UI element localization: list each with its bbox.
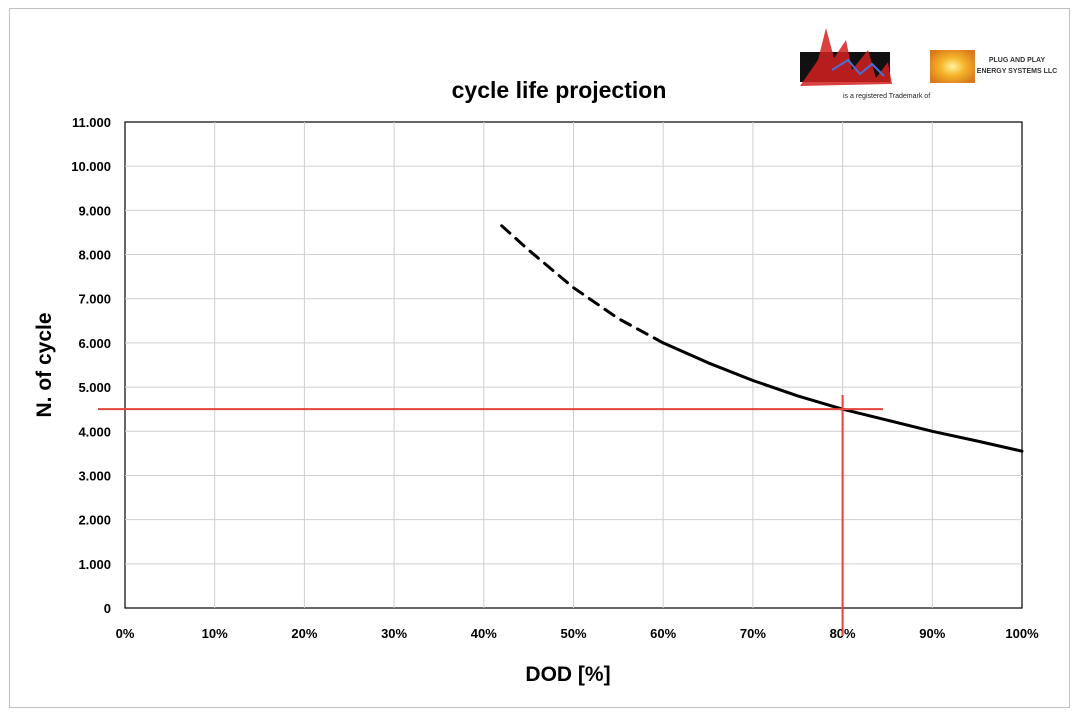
x-tick-label: 70%	[740, 626, 766, 641]
y-tick-label: 7.000	[78, 292, 111, 307]
brand-logo-right: PLUG AND PLAY ENERGY SYSTEMS LLC	[930, 50, 1057, 83]
brand-logo-left: is a registered Trademark of	[800, 28, 930, 100]
y-axis-title: N. of cycle	[33, 312, 56, 417]
y-tick-label: 3.000	[78, 468, 111, 483]
x-tick-label: 50%	[560, 626, 586, 641]
x-tick-label: 40%	[471, 626, 497, 641]
x-tick-label: 20%	[291, 626, 317, 641]
y-tick-label: 6.000	[78, 336, 111, 351]
chart-title: cycle life projection	[452, 77, 667, 103]
company-name-line2: ENERGY SYSTEMS LLC	[977, 68, 1057, 75]
x-tick-label: 30%	[381, 626, 407, 641]
x-tick-label: 10%	[202, 626, 228, 641]
reference-lines	[98, 395, 883, 636]
brand-logo-left-wave	[831, 58, 885, 77]
y-tick-label: 5.000	[78, 380, 111, 395]
x-axis-ticks: 0%10%20%30%40%50%60%70%80%90%100%	[116, 626, 1039, 641]
x-tick-label: 100%	[1005, 626, 1039, 641]
x-tick-label: 60%	[650, 626, 676, 641]
trademark-caption: is a registered Trademark of	[843, 93, 930, 100]
y-tick-label: 8.000	[78, 248, 111, 263]
y-tick-label: 0	[104, 601, 111, 616]
sun-logo-icon	[930, 50, 975, 83]
x-tick-label: 90%	[919, 626, 945, 641]
y-tick-label: 2.000	[78, 513, 111, 528]
y-tick-label: 9.000	[78, 203, 111, 218]
y-tick-label: 11.000	[72, 115, 111, 130]
chart-frame	[9, 8, 1070, 708]
x-axis-title: DOD [%]	[525, 663, 610, 686]
series-line-dashed	[500, 224, 665, 345]
brand-logo-left-flame	[800, 28, 892, 86]
y-tick-label: 4.000	[78, 424, 111, 439]
y-axis-ticks: 0 1.000 2.000 3.000 4.000 5.000 6.000 7.000 8.00…	[71, 115, 111, 616]
x-tick-label: 0%	[116, 626, 135, 641]
grid	[124, 121, 1023, 609]
y-tick-label: 1.000	[78, 557, 111, 572]
series-lines	[500, 224, 1024, 453]
company-name-line1: PLUG AND PLAY	[989, 57, 1046, 64]
y-tick-label: 10.000	[71, 159, 111, 174]
